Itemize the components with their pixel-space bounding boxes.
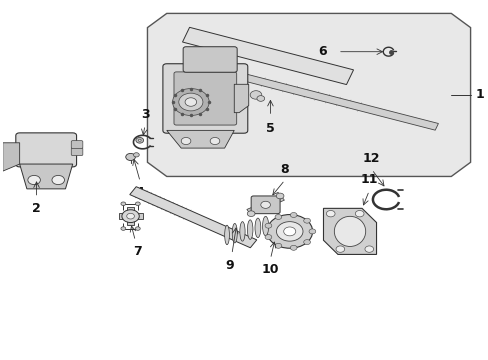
Ellipse shape <box>232 224 237 243</box>
Circle shape <box>28 175 41 185</box>
Circle shape <box>125 153 135 161</box>
Circle shape <box>52 175 64 185</box>
Circle shape <box>303 240 310 244</box>
Text: 12: 12 <box>362 152 380 165</box>
Text: 8: 8 <box>280 163 288 176</box>
Circle shape <box>138 139 141 141</box>
FancyBboxPatch shape <box>16 133 77 167</box>
Text: 6: 6 <box>318 45 326 58</box>
Polygon shape <box>166 130 234 148</box>
Polygon shape <box>263 195 284 207</box>
Ellipse shape <box>224 225 229 245</box>
FancyBboxPatch shape <box>71 148 82 156</box>
Text: 4: 4 <box>136 186 144 199</box>
Text: 11: 11 <box>360 173 377 186</box>
Text: 10: 10 <box>261 263 279 276</box>
Circle shape <box>133 153 139 157</box>
Circle shape <box>179 93 203 111</box>
Circle shape <box>308 229 315 234</box>
Circle shape <box>121 227 125 230</box>
Text: 3: 3 <box>141 108 149 121</box>
Circle shape <box>274 215 281 220</box>
Ellipse shape <box>247 220 252 239</box>
Ellipse shape <box>239 222 244 241</box>
Circle shape <box>290 245 296 250</box>
Circle shape <box>247 211 254 216</box>
FancyBboxPatch shape <box>183 47 237 72</box>
Ellipse shape <box>276 222 303 241</box>
Circle shape <box>122 210 139 222</box>
Text: 7: 7 <box>133 245 142 258</box>
Circle shape <box>260 201 270 208</box>
Circle shape <box>276 193 284 199</box>
Circle shape <box>274 243 281 248</box>
Text: 5: 5 <box>265 122 274 135</box>
Polygon shape <box>246 202 267 214</box>
Circle shape <box>126 213 134 219</box>
Ellipse shape <box>266 215 312 248</box>
Bar <box>118 213 142 219</box>
Polygon shape <box>147 13 469 176</box>
Polygon shape <box>129 187 256 248</box>
FancyBboxPatch shape <box>174 72 236 125</box>
Polygon shape <box>3 143 20 171</box>
Polygon shape <box>20 164 73 189</box>
Circle shape <box>136 138 143 143</box>
Ellipse shape <box>262 216 268 236</box>
Polygon shape <box>182 27 353 85</box>
Ellipse shape <box>283 227 295 236</box>
Bar <box>126 207 134 225</box>
Polygon shape <box>234 84 248 113</box>
FancyBboxPatch shape <box>71 141 82 148</box>
Circle shape <box>250 91 261 99</box>
Circle shape <box>303 218 310 223</box>
Text: 2: 2 <box>32 202 41 215</box>
Circle shape <box>264 235 271 239</box>
Circle shape <box>325 211 334 217</box>
Circle shape <box>256 96 264 101</box>
FancyBboxPatch shape <box>251 196 280 214</box>
Circle shape <box>364 246 373 252</box>
Ellipse shape <box>254 218 260 238</box>
Polygon shape <box>242 74 438 130</box>
Circle shape <box>264 223 271 228</box>
FancyBboxPatch shape <box>163 64 247 133</box>
Circle shape <box>135 202 140 206</box>
Circle shape <box>290 212 296 217</box>
Circle shape <box>210 138 219 145</box>
Circle shape <box>172 89 209 116</box>
Text: 1: 1 <box>474 89 483 102</box>
Polygon shape <box>323 208 376 255</box>
Circle shape <box>181 138 190 145</box>
Circle shape <box>135 227 140 230</box>
Ellipse shape <box>334 216 365 247</box>
Text: 9: 9 <box>224 259 233 272</box>
Circle shape <box>184 98 196 106</box>
Circle shape <box>335 246 344 252</box>
Circle shape <box>355 211 363 217</box>
Circle shape <box>121 202 125 206</box>
